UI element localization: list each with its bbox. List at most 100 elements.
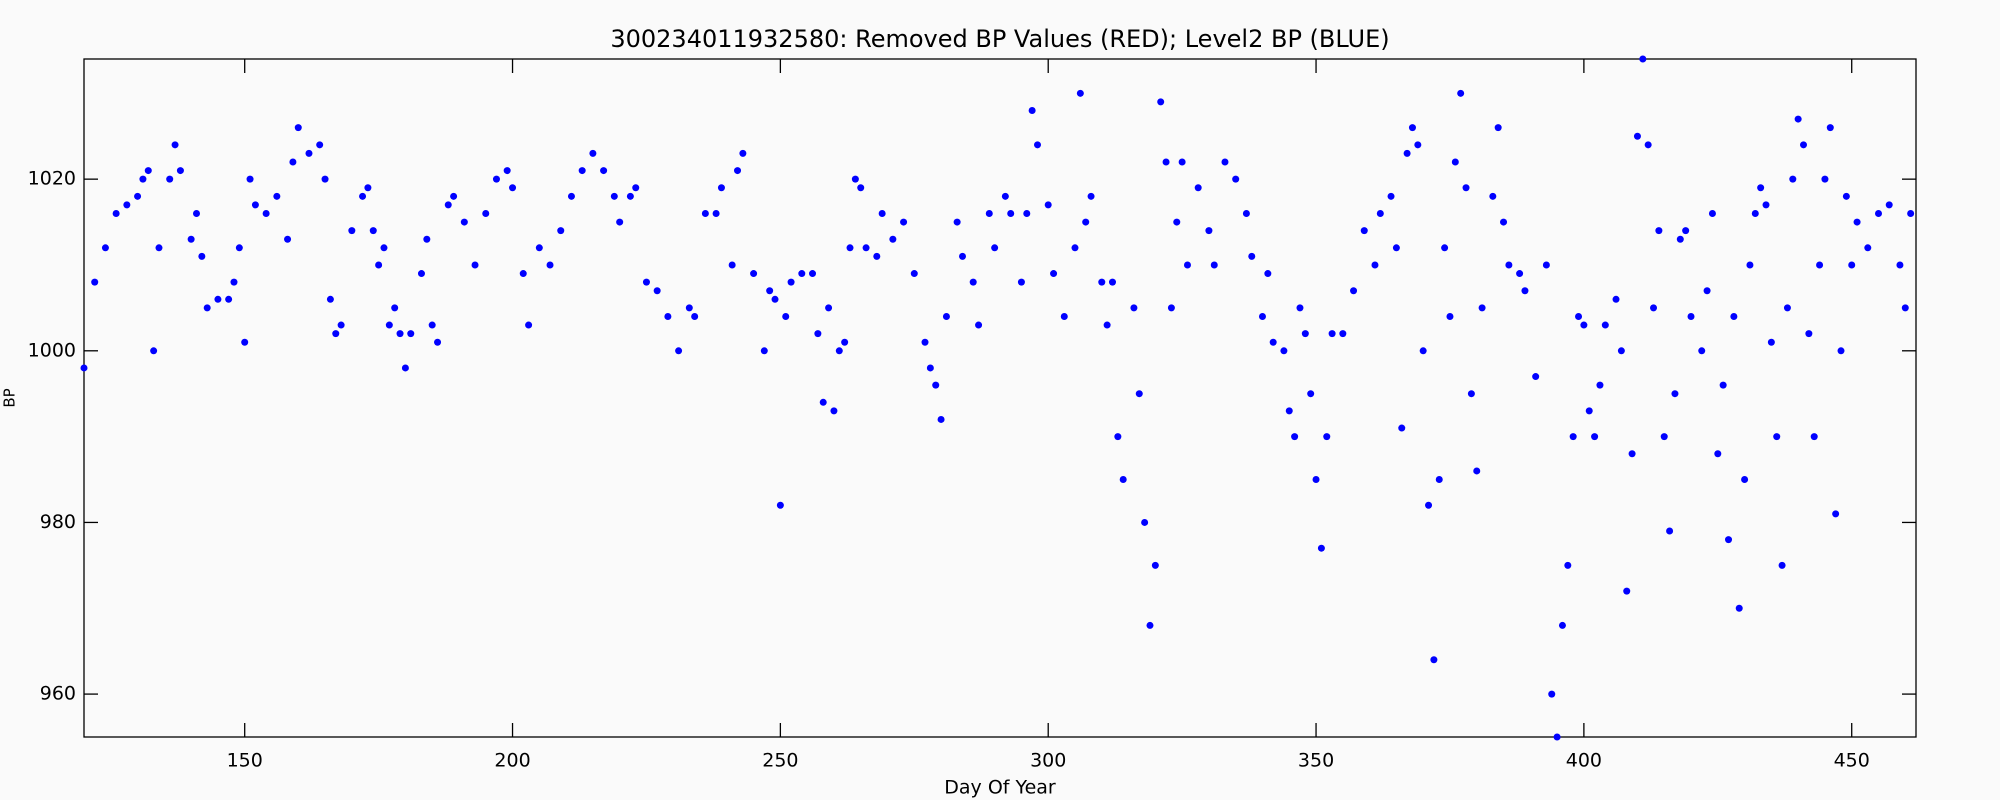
data-point — [830, 407, 838, 415]
data-point — [423, 235, 431, 243]
data-point — [760, 347, 768, 355]
data-point — [685, 304, 693, 312]
data-point — [1082, 218, 1090, 226]
data-point — [337, 321, 345, 329]
data-point — [321, 175, 329, 183]
data-point — [214, 295, 222, 303]
data-point — [1050, 270, 1058, 278]
data-point — [492, 175, 500, 183]
data-point — [1885, 201, 1893, 209]
data-point — [1853, 218, 1861, 226]
data-point — [1167, 304, 1175, 312]
data-point — [1901, 304, 1909, 312]
data-point — [1462, 184, 1470, 192]
data-point — [1848, 261, 1856, 269]
data-point — [728, 261, 736, 269]
data-point — [1810, 433, 1818, 441]
data-point — [1800, 141, 1808, 149]
data-point — [1408, 124, 1416, 132]
data-point — [519, 270, 527, 278]
data-point — [1205, 227, 1213, 235]
data-point — [1542, 261, 1550, 269]
data-point — [841, 338, 849, 346]
data-point — [1591, 433, 1599, 441]
data-point — [171, 141, 179, 149]
data-point — [1130, 304, 1138, 312]
data-point — [1516, 270, 1524, 278]
data-point — [203, 304, 211, 312]
data-point — [1183, 261, 1191, 269]
chart-title: 300234011932580: Removed BP Values (RED)… — [610, 25, 1389, 53]
data-point — [1194, 184, 1202, 192]
data-point — [326, 295, 334, 303]
data-point — [144, 167, 152, 175]
data-point — [1028, 106, 1036, 114]
data-point — [1258, 312, 1266, 320]
data-point — [294, 124, 302, 132]
data-point — [1162, 158, 1170, 166]
data-point — [1103, 321, 1111, 329]
data-point — [396, 330, 404, 338]
data-point — [1628, 450, 1636, 458]
data-point — [825, 304, 833, 312]
data-point — [1725, 536, 1733, 544]
data-point — [1312, 476, 1320, 484]
data-point — [1108, 278, 1116, 286]
data-point — [1242, 209, 1250, 217]
data-point — [1644, 141, 1652, 149]
data-point — [1398, 424, 1406, 432]
data-point — [1376, 209, 1384, 217]
data-point — [1821, 175, 1829, 183]
data-point — [1435, 476, 1443, 484]
data-point — [932, 381, 940, 389]
data-point — [991, 244, 999, 252]
data-point — [953, 218, 961, 226]
data-point — [444, 201, 452, 209]
data-point — [509, 184, 517, 192]
data-point — [192, 209, 200, 217]
data-point — [642, 278, 650, 286]
data-point — [857, 184, 865, 192]
data-point — [1285, 407, 1293, 415]
data-point — [776, 501, 784, 509]
data-point — [1735, 604, 1743, 612]
data-point — [1403, 149, 1411, 157]
data-point — [1719, 381, 1727, 389]
data-point — [1650, 304, 1658, 312]
data-point — [1339, 330, 1347, 338]
data-point — [241, 338, 249, 346]
data-point — [407, 330, 415, 338]
data-point — [305, 149, 313, 157]
data-point — [578, 167, 586, 175]
data-point — [969, 278, 977, 286]
data-point — [1746, 261, 1754, 269]
data-point — [166, 175, 174, 183]
data-point — [942, 312, 950, 320]
x-tick-label: 150 — [227, 750, 263, 772]
data-point — [1633, 132, 1641, 140]
data-point — [1896, 261, 1904, 269]
data-point — [1430, 656, 1438, 664]
data-point — [1671, 390, 1679, 398]
data-point — [1548, 690, 1556, 698]
data-point — [589, 149, 597, 157]
data-point — [1617, 347, 1625, 355]
y-axis-label: BP — [1, 388, 19, 407]
data-point — [273, 192, 281, 200]
data-point — [1301, 330, 1309, 338]
data-point — [1864, 244, 1872, 252]
data-point — [1446, 312, 1454, 320]
data-point — [1623, 587, 1631, 595]
data-point — [1135, 390, 1143, 398]
data-point — [251, 201, 259, 209]
data-point — [503, 167, 511, 175]
data-point — [1655, 227, 1663, 235]
data-point — [691, 312, 699, 320]
data-point — [1360, 227, 1368, 235]
data-point — [1441, 244, 1449, 252]
data-point — [1521, 287, 1529, 295]
data-point — [1280, 347, 1288, 355]
data-point — [873, 252, 881, 260]
data-point — [225, 295, 233, 303]
